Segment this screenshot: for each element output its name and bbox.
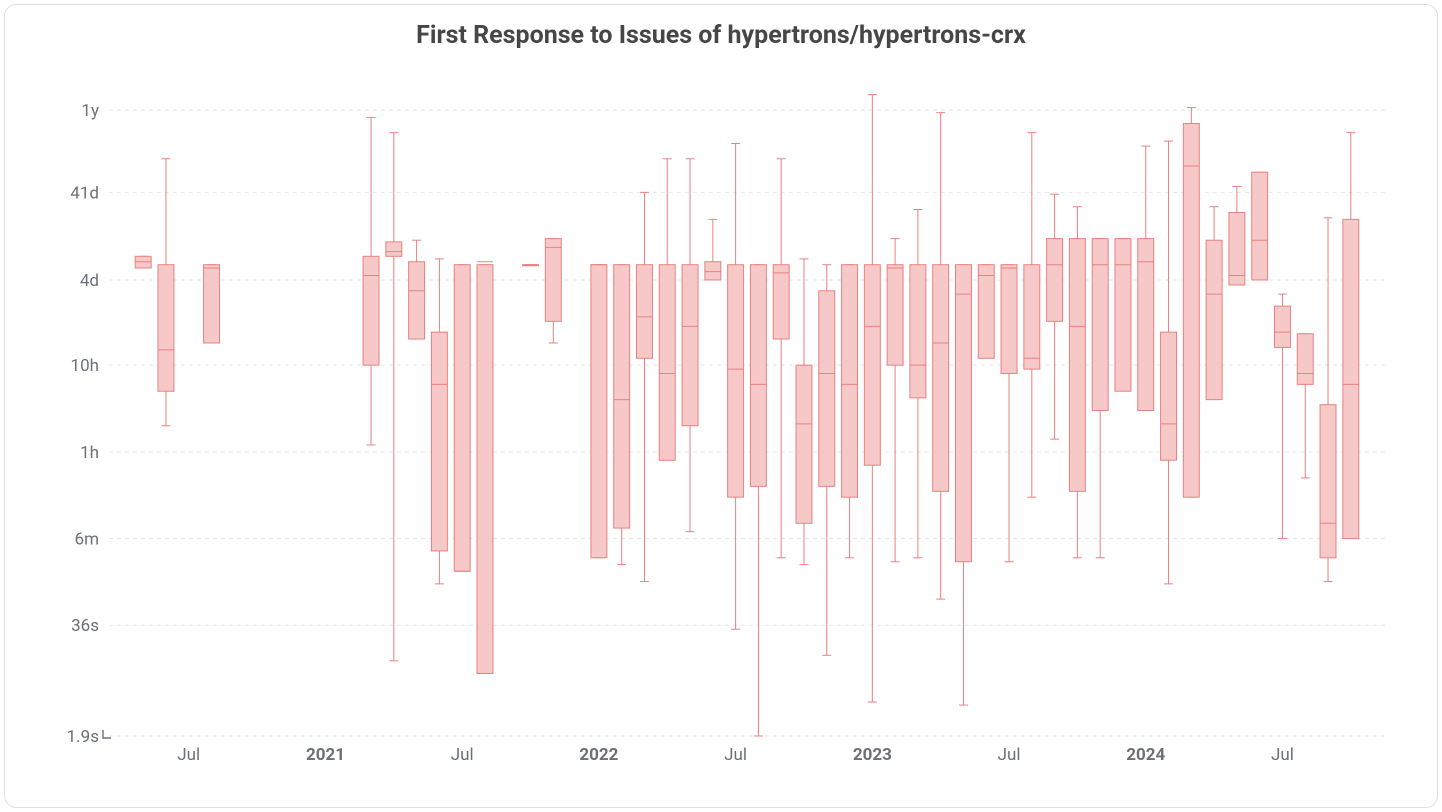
chart-container: First Response to Issues of hypertrons/h…: [4, 4, 1438, 808]
box[interactable]: [1320, 405, 1336, 558]
box[interactable]: [1183, 124, 1199, 498]
box[interactable]: [1024, 265, 1040, 369]
y-tick-label: 10h: [71, 356, 99, 376]
box[interactable]: [431, 332, 447, 551]
x-tick-label: Jul: [1271, 745, 1294, 765]
y-tick-label: 4d: [80, 271, 99, 291]
x-tick-label: Jul: [998, 745, 1021, 765]
box[interactable]: [887, 265, 903, 365]
x-tick-label: Jul: [177, 745, 200, 765]
box[interactable]: [386, 242, 402, 256]
box[interactable]: [933, 265, 949, 492]
box[interactable]: [158, 265, 174, 392]
y-tick-label: 1y: [81, 101, 99, 121]
y-tick-label: 6m: [75, 530, 99, 550]
box[interactable]: [1001, 265, 1017, 374]
plot-area: 1y 41d 4d 10h 1h 6m 36s 1.9s Jul 2021 Jul 2022 Jul 20…: [23, 54, 1419, 774]
box[interactable]: [523, 265, 539, 266]
box[interactable]: [910, 265, 926, 398]
box[interactable]: [636, 265, 652, 359]
box[interactable]: [773, 265, 789, 339]
box[interactable]: [750, 265, 766, 487]
box[interactable]: [1047, 239, 1063, 322]
box[interactable]: [1138, 239, 1154, 411]
box[interactable]: [1161, 332, 1177, 460]
x-tick-label: Jul: [451, 745, 474, 765]
box[interactable]: [682, 265, 698, 426]
box[interactable]: [1274, 306, 1290, 347]
box[interactable]: [864, 265, 880, 466]
box[interactable]: [978, 265, 994, 359]
x-tick-label: 2021: [306, 745, 345, 765]
box[interactable]: [1229, 213, 1245, 285]
y-tick-label: 1.9s: [67, 727, 99, 747]
box[interactable]: [409, 262, 425, 339]
box[interactable]: [614, 265, 630, 528]
x-tick-label: 2023: [853, 745, 892, 765]
chart-title: First Response to Issues of hypertrons/h…: [23, 21, 1419, 50]
box[interactable]: [1343, 219, 1359, 538]
box[interactable]: [1069, 239, 1085, 492]
box[interactable]: [454, 265, 470, 571]
y-tick-label: 1h: [80, 443, 99, 463]
box[interactable]: [477, 262, 493, 674]
box[interactable]: [796, 365, 812, 523]
box[interactable]: [842, 265, 858, 497]
box[interactable]: [705, 262, 721, 280]
box[interactable]: [1092, 239, 1108, 411]
box[interactable]: [545, 239, 561, 322]
box[interactable]: [591, 265, 607, 558]
box[interactable]: [955, 265, 971, 562]
box[interactable]: [1115, 239, 1131, 392]
box[interactable]: [1206, 240, 1222, 399]
x-tick-label: 2024: [1126, 745, 1165, 765]
boxplot-svg: 1y 41d 4d 10h 1h 6m 36s 1.9s Jul 2021 Jul 2022 Jul 20…: [23, 54, 1403, 774]
box[interactable]: [363, 256, 379, 365]
box[interactable]: [204, 265, 220, 343]
box[interactable]: [728, 265, 744, 497]
box[interactable]: [1297, 334, 1313, 385]
box[interactable]: [819, 291, 835, 487]
x-tick-label: 2022: [579, 745, 618, 765]
y-tick-label: 36s: [71, 616, 99, 636]
box[interactable]: [659, 265, 675, 461]
x-tick-label: Jul: [724, 745, 747, 765]
box[interactable]: [135, 256, 151, 268]
box[interactable]: [1252, 172, 1268, 280]
y-tick-label: 41d: [70, 183, 99, 203]
